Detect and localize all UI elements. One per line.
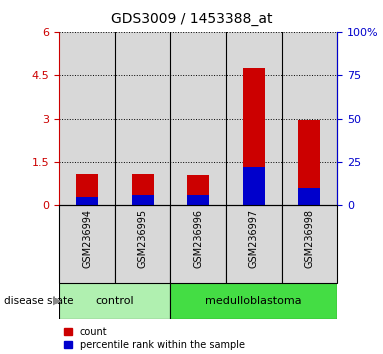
Bar [59, 32, 115, 205]
Text: control: control [96, 296, 134, 306]
Bar [187, 175, 210, 205]
Bar [187, 195, 210, 205]
Text: GDS3009 / 1453388_at: GDS3009 / 1453388_at [111, 12, 272, 27]
Text: ▶: ▶ [53, 296, 61, 306]
Bar [282, 205, 337, 283]
Bar [282, 32, 337, 205]
Bar [170, 32, 226, 205]
Bar [76, 197, 98, 205]
Text: medulloblastoma: medulloblastoma [205, 296, 302, 306]
Text: GSM236997: GSM236997 [249, 209, 259, 268]
Bar [170, 283, 337, 319]
Text: GSM236998: GSM236998 [304, 209, 314, 268]
Bar [76, 173, 98, 205]
Bar [132, 173, 154, 205]
Bar [115, 205, 170, 283]
Bar [243, 167, 265, 205]
Text: GSM236994: GSM236994 [82, 209, 92, 268]
Bar [59, 283, 170, 319]
Bar [132, 195, 154, 205]
Text: disease state: disease state [4, 296, 73, 306]
Bar [115, 32, 170, 205]
Text: GSM236996: GSM236996 [193, 209, 203, 268]
Bar [226, 32, 282, 205]
Legend: count, percentile rank within the sample: count, percentile rank within the sample [64, 327, 245, 350]
Bar [170, 205, 226, 283]
Bar [226, 205, 282, 283]
Bar [59, 205, 115, 283]
Bar [298, 120, 320, 205]
Text: GSM236995: GSM236995 [137, 209, 148, 268]
Bar [298, 188, 320, 205]
Bar [243, 68, 265, 205]
